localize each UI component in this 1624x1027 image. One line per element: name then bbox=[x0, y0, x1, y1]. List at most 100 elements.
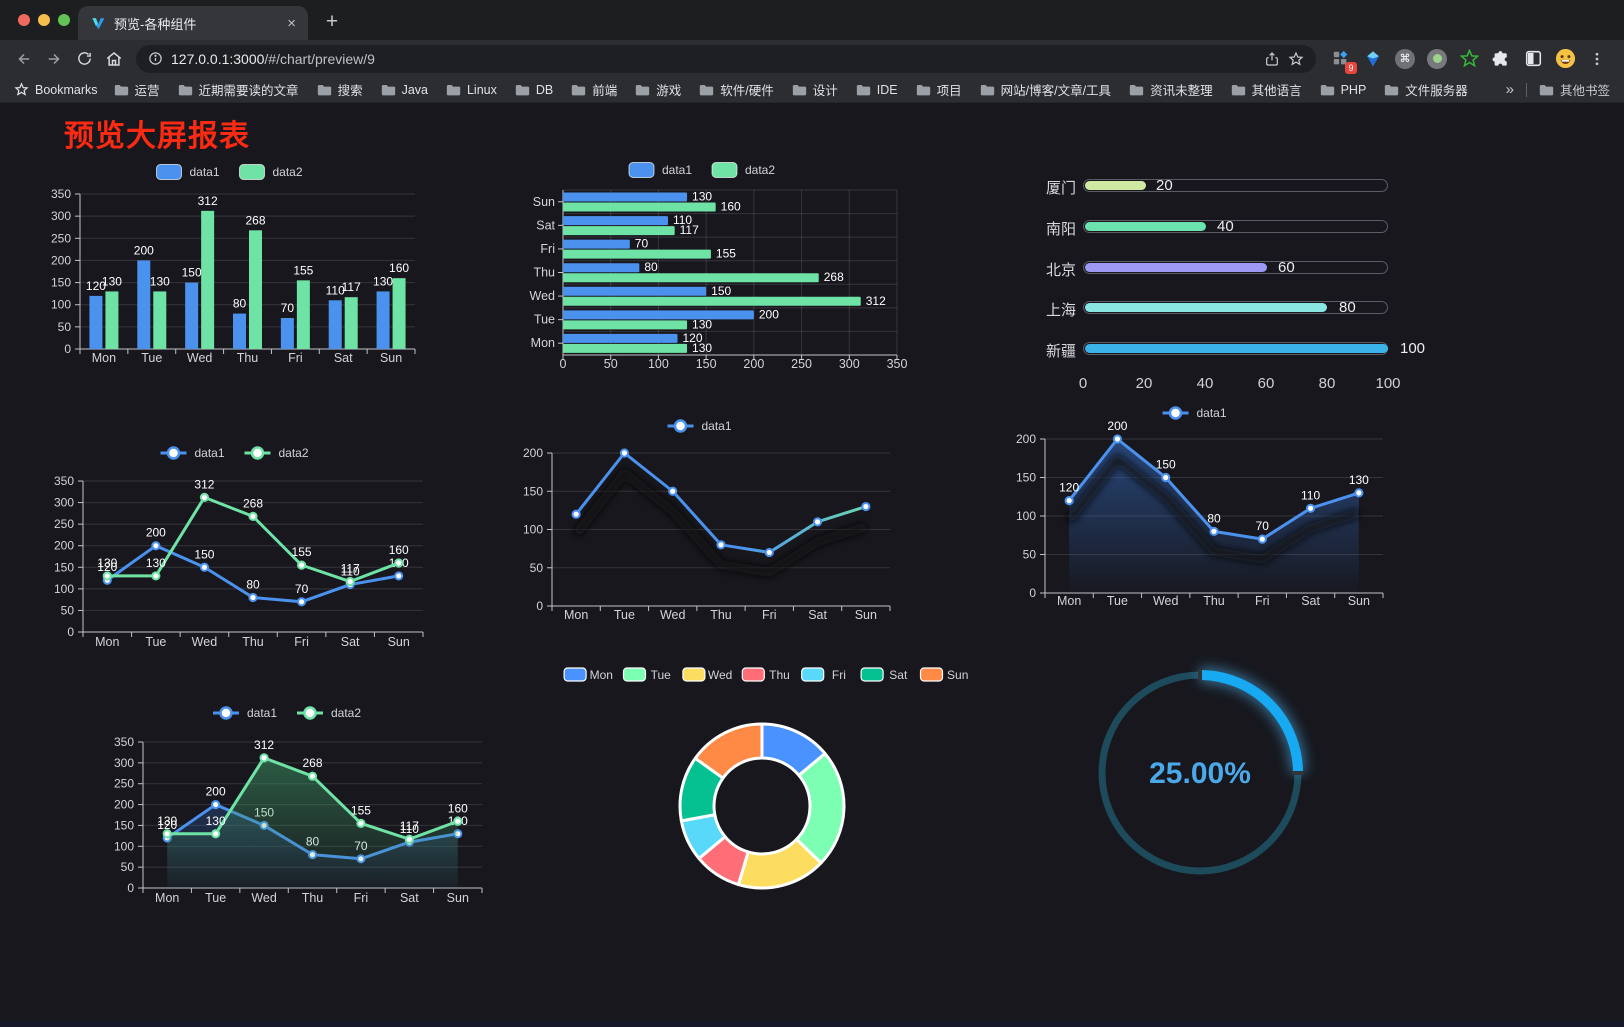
bar-data2 bbox=[105, 291, 119, 349]
bookmark-folder[interactable]: 软件/硬件 bbox=[699, 80, 774, 99]
back-icon[interactable] bbox=[10, 45, 38, 73]
bookmark-star-icon[interactable] bbox=[1288, 51, 1304, 67]
bookmark-folder[interactable]: IDE bbox=[856, 83, 898, 97]
site-info-icon[interactable] bbox=[148, 51, 163, 66]
chart-progress-bars[interactable]: 厦门 20 南阳 40 北京 60 上海 80 新疆 100 0 20 40 60 80 100 bbox=[1040, 165, 1430, 405]
svg-text:160: 160 bbox=[721, 200, 741, 214]
chart-line-gradient[interactable]: 0 50 100 150 200 Mon Tue Wed Thu Fri Sat Sun data1 bbox=[505, 400, 900, 625]
legend-item-data1[interactable]: data1 bbox=[1162, 406, 1227, 420]
other-bookmarks[interactable]: 其他书签 bbox=[1539, 80, 1610, 99]
chart-line-dual[interactable]: 0 50 100 150 200 250 300 350 Mon Tue Wed Thu Fri Sat S… bbox=[45, 430, 430, 655]
legend-item-Wed[interactable]: Wed bbox=[682, 667, 732, 682]
window-minimize-button[interactable] bbox=[38, 14, 50, 26]
legend-item-Sun[interactable]: Sun bbox=[919, 667, 969, 682]
address-bar[interactable]: 127.0.0.1:3000/#/chart/preview/9 bbox=[136, 44, 1316, 73]
tab-close-icon[interactable]: × bbox=[287, 14, 296, 32]
progress-track bbox=[1083, 179, 1388, 192]
bookmark-folder[interactable]: 项目 bbox=[916, 80, 962, 99]
legend-item-data2[interactable]: data2 bbox=[711, 162, 775, 178]
svg-text:150: 150 bbox=[523, 484, 543, 498]
home-icon[interactable] bbox=[100, 45, 128, 73]
legend-item-data1[interactable]: data1 bbox=[213, 706, 277, 720]
legend-item-Tue[interactable]: Tue bbox=[622, 667, 672, 682]
chart-grouped-bar[interactable]: 0 50 100 150 200 250 300 350 Mon Tue Wed Thu Fri Sat S… bbox=[40, 158, 425, 373]
reading-mode-icon[interactable] bbox=[1522, 48, 1544, 70]
command-circle-icon[interactable]: ⌘ bbox=[1394, 48, 1416, 70]
bookmark-folder[interactable]: 设计 bbox=[792, 80, 838, 99]
legend-item-Sat[interactable]: Sat bbox=[860, 667, 908, 682]
folder-icon bbox=[700, 84, 714, 95]
menu-kebab-icon[interactable] bbox=[1586, 48, 1608, 70]
svg-text:130: 130 bbox=[97, 556, 117, 570]
bookmark-folder[interactable]: 游戏 bbox=[635, 80, 681, 99]
progress-label: 上海 bbox=[1046, 302, 1077, 319]
bookmark-folder[interactable]: 其他语言 bbox=[1231, 80, 1302, 99]
puzzle-extensions-icon[interactable] bbox=[1490, 48, 1512, 70]
chart-gauge[interactable]: 25.00% bbox=[1090, 660, 1310, 880]
bookmark-folder[interactable]: 网站/博客/文章/工具 bbox=[980, 80, 1111, 99]
bookmark-folder[interactable]: 文件服务器 bbox=[1384, 80, 1468, 99]
svg-text:Sat: Sat bbox=[536, 218, 555, 232]
window-close-button[interactable] bbox=[18, 14, 30, 26]
svg-text:100: 100 bbox=[1016, 509, 1036, 523]
reload-icon[interactable] bbox=[70, 45, 98, 73]
legend-item-data1[interactable]: data1 bbox=[156, 164, 220, 180]
legend-item-Fri[interactable]: Fri bbox=[801, 667, 846, 682]
svg-text:100: 100 bbox=[648, 357, 669, 371]
svg-text:Tue: Tue bbox=[534, 313, 555, 327]
legend-item-data2[interactable]: data2 bbox=[297, 706, 361, 720]
site-favicon bbox=[90, 15, 106, 31]
extensions-area: 9 ⌘ bbox=[1324, 48, 1614, 74]
chart-area-single[interactable]: 0 50 100 150 200 Mon Tue Wed Thu Fri Sat Sun 120 200 1… bbox=[1000, 392, 1395, 617]
bookmark-folder[interactable]: 资讯未整理 bbox=[1129, 80, 1213, 99]
svg-text:312: 312 bbox=[254, 738, 274, 752]
chart-area-dual[interactable]: 0 50 100 150 200 250 300 350 Mon Tue Wed Thu Fri Sat S… bbox=[90, 690, 490, 925]
bookmark-folder[interactable]: Java bbox=[381, 83, 428, 97]
record-circle-icon[interactable] bbox=[1426, 48, 1448, 70]
window-zoom-button[interactable] bbox=[58, 14, 70, 26]
bar-data2 bbox=[563, 249, 711, 259]
bookmark-folder[interactable]: Linux bbox=[446, 83, 497, 97]
bookmark-label: IDE bbox=[876, 82, 898, 97]
svg-text:80: 80 bbox=[1207, 511, 1221, 525]
bookmark-folder[interactable]: DB bbox=[515, 83, 553, 97]
legend-item-data1[interactable]: data1 bbox=[667, 419, 732, 433]
bookmarks-overflow-chevron[interactable]: » bbox=[1505, 81, 1514, 98]
legend-item-data2[interactable]: data2 bbox=[244, 446, 309, 460]
url-path: /#/chart/preview/9 bbox=[264, 50, 375, 67]
bookmark-folder[interactable]: 前端 bbox=[571, 80, 617, 99]
bookmark-folder[interactable]: 搜索 bbox=[317, 80, 363, 99]
browser-tab[interactable]: 预览-各种组件 × bbox=[78, 6, 308, 40]
emoji-avatar[interactable] bbox=[1554, 48, 1576, 70]
bar-data2 bbox=[153, 291, 167, 349]
bookmark-folder[interactable]: PHP bbox=[1320, 83, 1366, 97]
legend-item-data1[interactable]: data1 bbox=[160, 446, 225, 460]
chart-donut[interactable]: Mon Tue Wed Thu Fri Sat Sun bbox=[555, 660, 975, 982]
svg-text:data1: data1 bbox=[1196, 406, 1226, 420]
svg-text:50: 50 bbox=[61, 603, 75, 617]
chart-horizontal-bar[interactable]: 0 50 100 150 200 250 300 350 Sun 130 160 Sat 110 117 F… bbox=[505, 155, 907, 377]
svg-text:250: 250 bbox=[791, 357, 812, 371]
bookmarks-manager[interactable]: Bookmarks bbox=[14, 82, 98, 97]
forward-icon[interactable] bbox=[40, 45, 68, 73]
legend-item-Thu[interactable]: Thu bbox=[741, 667, 790, 682]
bar-data1 bbox=[233, 313, 246, 349]
legend-item-Mon[interactable]: Mon bbox=[563, 667, 613, 682]
svg-text:130: 130 bbox=[692, 190, 712, 204]
svg-text:50: 50 bbox=[58, 320, 72, 334]
bookmark-label: DB bbox=[535, 82, 554, 97]
green-star-icon[interactable] bbox=[1458, 48, 1480, 70]
svg-text:Sun: Sun bbox=[380, 351, 402, 365]
share-icon[interactable] bbox=[1264, 51, 1280, 67]
legend-item-data1[interactable]: data1 bbox=[628, 162, 692, 178]
bookmark-folder[interactable]: 运营 bbox=[114, 80, 160, 99]
new-tab-button[interactable]: + bbox=[325, 10, 339, 33]
legend-item-data2[interactable]: data2 bbox=[239, 164, 303, 180]
tab-title: 预览-各种组件 bbox=[114, 16, 197, 32]
svg-text:80: 80 bbox=[233, 297, 247, 311]
grid-extension-icon[interactable]: 9 bbox=[1330, 48, 1357, 74]
pie-slice-Sun[interactable] bbox=[693, 722, 764, 780]
bookmark-label: 搜索 bbox=[337, 84, 363, 98]
gem-icon[interactable] bbox=[1362, 48, 1384, 70]
bookmark-folder[interactable]: 近期需要读的文章 bbox=[178, 80, 299, 99]
